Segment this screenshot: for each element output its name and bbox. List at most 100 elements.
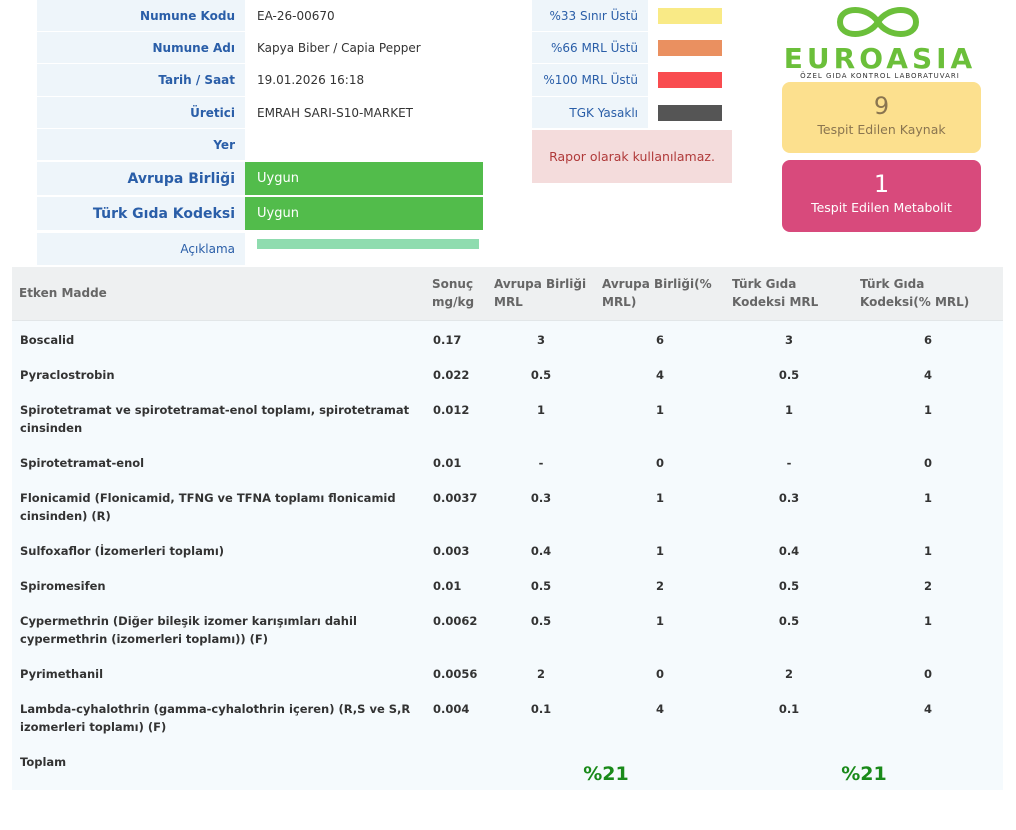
- cell: -: [786, 455, 792, 470]
- cell: 0.4: [530, 543, 552, 558]
- cell: Flonicamid (Flonicamid, TFNG ve TFNA top…: [20, 490, 396, 523]
- cell: Sulfoxaflor (İzomerleri toplamı): [20, 543, 225, 558]
- cell: Boscalid: [20, 332, 75, 347]
- cell: 4: [923, 701, 932, 716]
- table-row: Spirotetramat ve spirotetramat-enol topl…: [12, 391, 1003, 444]
- cell: 0: [923, 455, 932, 470]
- cell: Cypermethrin (Diğer bileşik izomer karış…: [20, 613, 357, 646]
- legend-label: TGK Yasaklı: [532, 97, 648, 128]
- cell: Spiromesifen: [20, 578, 106, 593]
- legend-label: %66 MRL Üstü: [532, 32, 648, 63]
- cell: 0.3: [530, 490, 552, 505]
- info-label: Üretici: [37, 97, 245, 128]
- status-label: Türk Gıda Kodeksi: [37, 197, 245, 232]
- cell: Lambda-cyhalothrin (gamma-cyhalothrin iç…: [20, 701, 411, 734]
- cell: 0.0056: [433, 666, 478, 681]
- column-header: Sonuç mg/kg: [425, 267, 487, 321]
- legend-swatch: [658, 8, 722, 24]
- table-row: Sulfoxaflor (İzomerleri toplamı) 0.003 0.4…: [12, 532, 1003, 567]
- logo: EUROASIA ÖZEL GIDA KONTROL LABORATUVARI: [784, 7, 976, 80]
- cell: 1: [655, 490, 664, 505]
- logo-name: EUROASIA: [784, 42, 976, 75]
- cell: 4: [655, 701, 664, 716]
- status-value: Uygun: [245, 197, 483, 232]
- info-label: Yer: [37, 129, 245, 160]
- cell: 0.01: [433, 578, 462, 593]
- info-label: Numune Adı: [37, 32, 245, 63]
- cell: 0.022: [433, 367, 470, 382]
- cell: 1: [784, 402, 793, 417]
- cell: 0.004: [433, 701, 470, 716]
- cell: 3: [784, 332, 793, 347]
- cell: 4: [655, 367, 664, 382]
- legend-label: %100 MRL Üstü: [532, 64, 648, 96]
- info-value: Kapya Biber / Capia Pepper: [257, 40, 421, 55]
- legend-label: %33 Sınır Üstü: [532, 0, 648, 31]
- cell: 0.1: [530, 701, 552, 716]
- info-label: Numune Kodu: [37, 0, 245, 31]
- status-value: Uygun: [245, 162, 483, 197]
- card-sources: 9 Tespit Edilen Kaynak: [782, 82, 981, 153]
- cell: Spirotetramat-enol: [20, 455, 145, 470]
- column-header: Avrupa Birliği MRL: [487, 267, 595, 321]
- note-bar: [257, 239, 479, 249]
- cell: Pyraclostrobin: [20, 367, 115, 382]
- header-row: Etken Madde Sonuç mg/kg Avrupa Birliği MRL…: [12, 267, 1003, 321]
- total-eu: %21: [583, 762, 629, 785]
- cell: 0.5: [778, 367, 800, 382]
- status-label: Avrupa Birliği: [37, 162, 245, 197]
- column-header: Etken Madde: [12, 267, 425, 321]
- info-value: EMRAH SARI-S10-MARKET: [257, 105, 413, 120]
- cell: 2: [784, 666, 793, 681]
- cell: 1: [923, 613, 932, 628]
- table-row: Lambda-cyhalothrin (gamma-cyhalothrin iç…: [12, 690, 1003, 743]
- info-value: 19.01.2026 16:18: [257, 73, 365, 87]
- table-row: Pyrimethanil 0.0056 2 0 2 0: [12, 655, 1003, 690]
- logo-icon: [836, 7, 920, 37]
- legend-swatch: [658, 72, 722, 88]
- cell: 6: [655, 332, 664, 347]
- cell: 1: [923, 402, 932, 417]
- cell: 0: [655, 666, 664, 681]
- table-row: Boscalid 0.17 3 6 3 6: [12, 320, 1003, 356]
- legend-swatch: [658, 105, 722, 121]
- cell: 1: [655, 402, 664, 417]
- card-value: 9: [873, 92, 890, 120]
- cell: 0.17: [433, 332, 462, 347]
- table-row: Cypermethrin (Diğer bileşik izomer karış…: [12, 602, 1003, 655]
- column-header: Türk Gıda Kodeksi(% MRL): [853, 267, 1003, 321]
- cell: 0.5: [530, 613, 552, 628]
- table-row: Pyraclostrobin 0.022 0.5 4 0.5 4: [12, 356, 1003, 391]
- cell: 2: [655, 578, 664, 593]
- cell: 0.5: [530, 367, 552, 382]
- cell: 1: [655, 543, 664, 558]
- table-row: Spirotetramat-enol 0.01 - 0 - 0: [12, 444, 1003, 479]
- cell: 2: [536, 666, 545, 681]
- logo-subtitle: ÖZEL GIDA KONTROL LABORATUVARI: [800, 71, 960, 80]
- table-row: Flonicamid (Flonicamid, TFNG ve TFNA top…: [12, 479, 1003, 532]
- cell: 0.5: [778, 578, 800, 593]
- cell: 0: [923, 666, 932, 681]
- cell: 0.4: [778, 543, 800, 558]
- cell: 0.003: [433, 543, 470, 558]
- column-header: Avrupa Birliği(% MRL): [595, 267, 725, 321]
- cell: 0.5: [778, 613, 800, 628]
- cell: 2: [923, 578, 932, 593]
- cell: 6: [923, 332, 932, 347]
- card-label: Tespit Edilen Metabolit: [811, 200, 952, 215]
- cell: 1: [536, 402, 545, 417]
- cell: 1: [923, 543, 932, 558]
- cell: 3: [536, 332, 545, 347]
- warning: Rapor olarak kullanılamaz.: [532, 130, 732, 183]
- results-table: Etken Madde Sonuç mg/kg Avrupa Birliği MRL…: [12, 267, 1003, 790]
- total-label: Toplam: [20, 754, 67, 769]
- cell: Pyrimethanil: [20, 666, 104, 681]
- legend-swatch: [658, 40, 722, 56]
- card-label: Tespit Edilen Kaynak: [817, 122, 946, 137]
- cell: [425, 743, 487, 790]
- column-header: Türk Gıda Kodeksi MRL: [725, 267, 853, 321]
- card-metabolites: 1 Tespit Edilen Metabolit: [782, 160, 981, 232]
- cell: 0.012: [433, 402, 470, 417]
- info-label: Tarih / Saat: [37, 64, 245, 96]
